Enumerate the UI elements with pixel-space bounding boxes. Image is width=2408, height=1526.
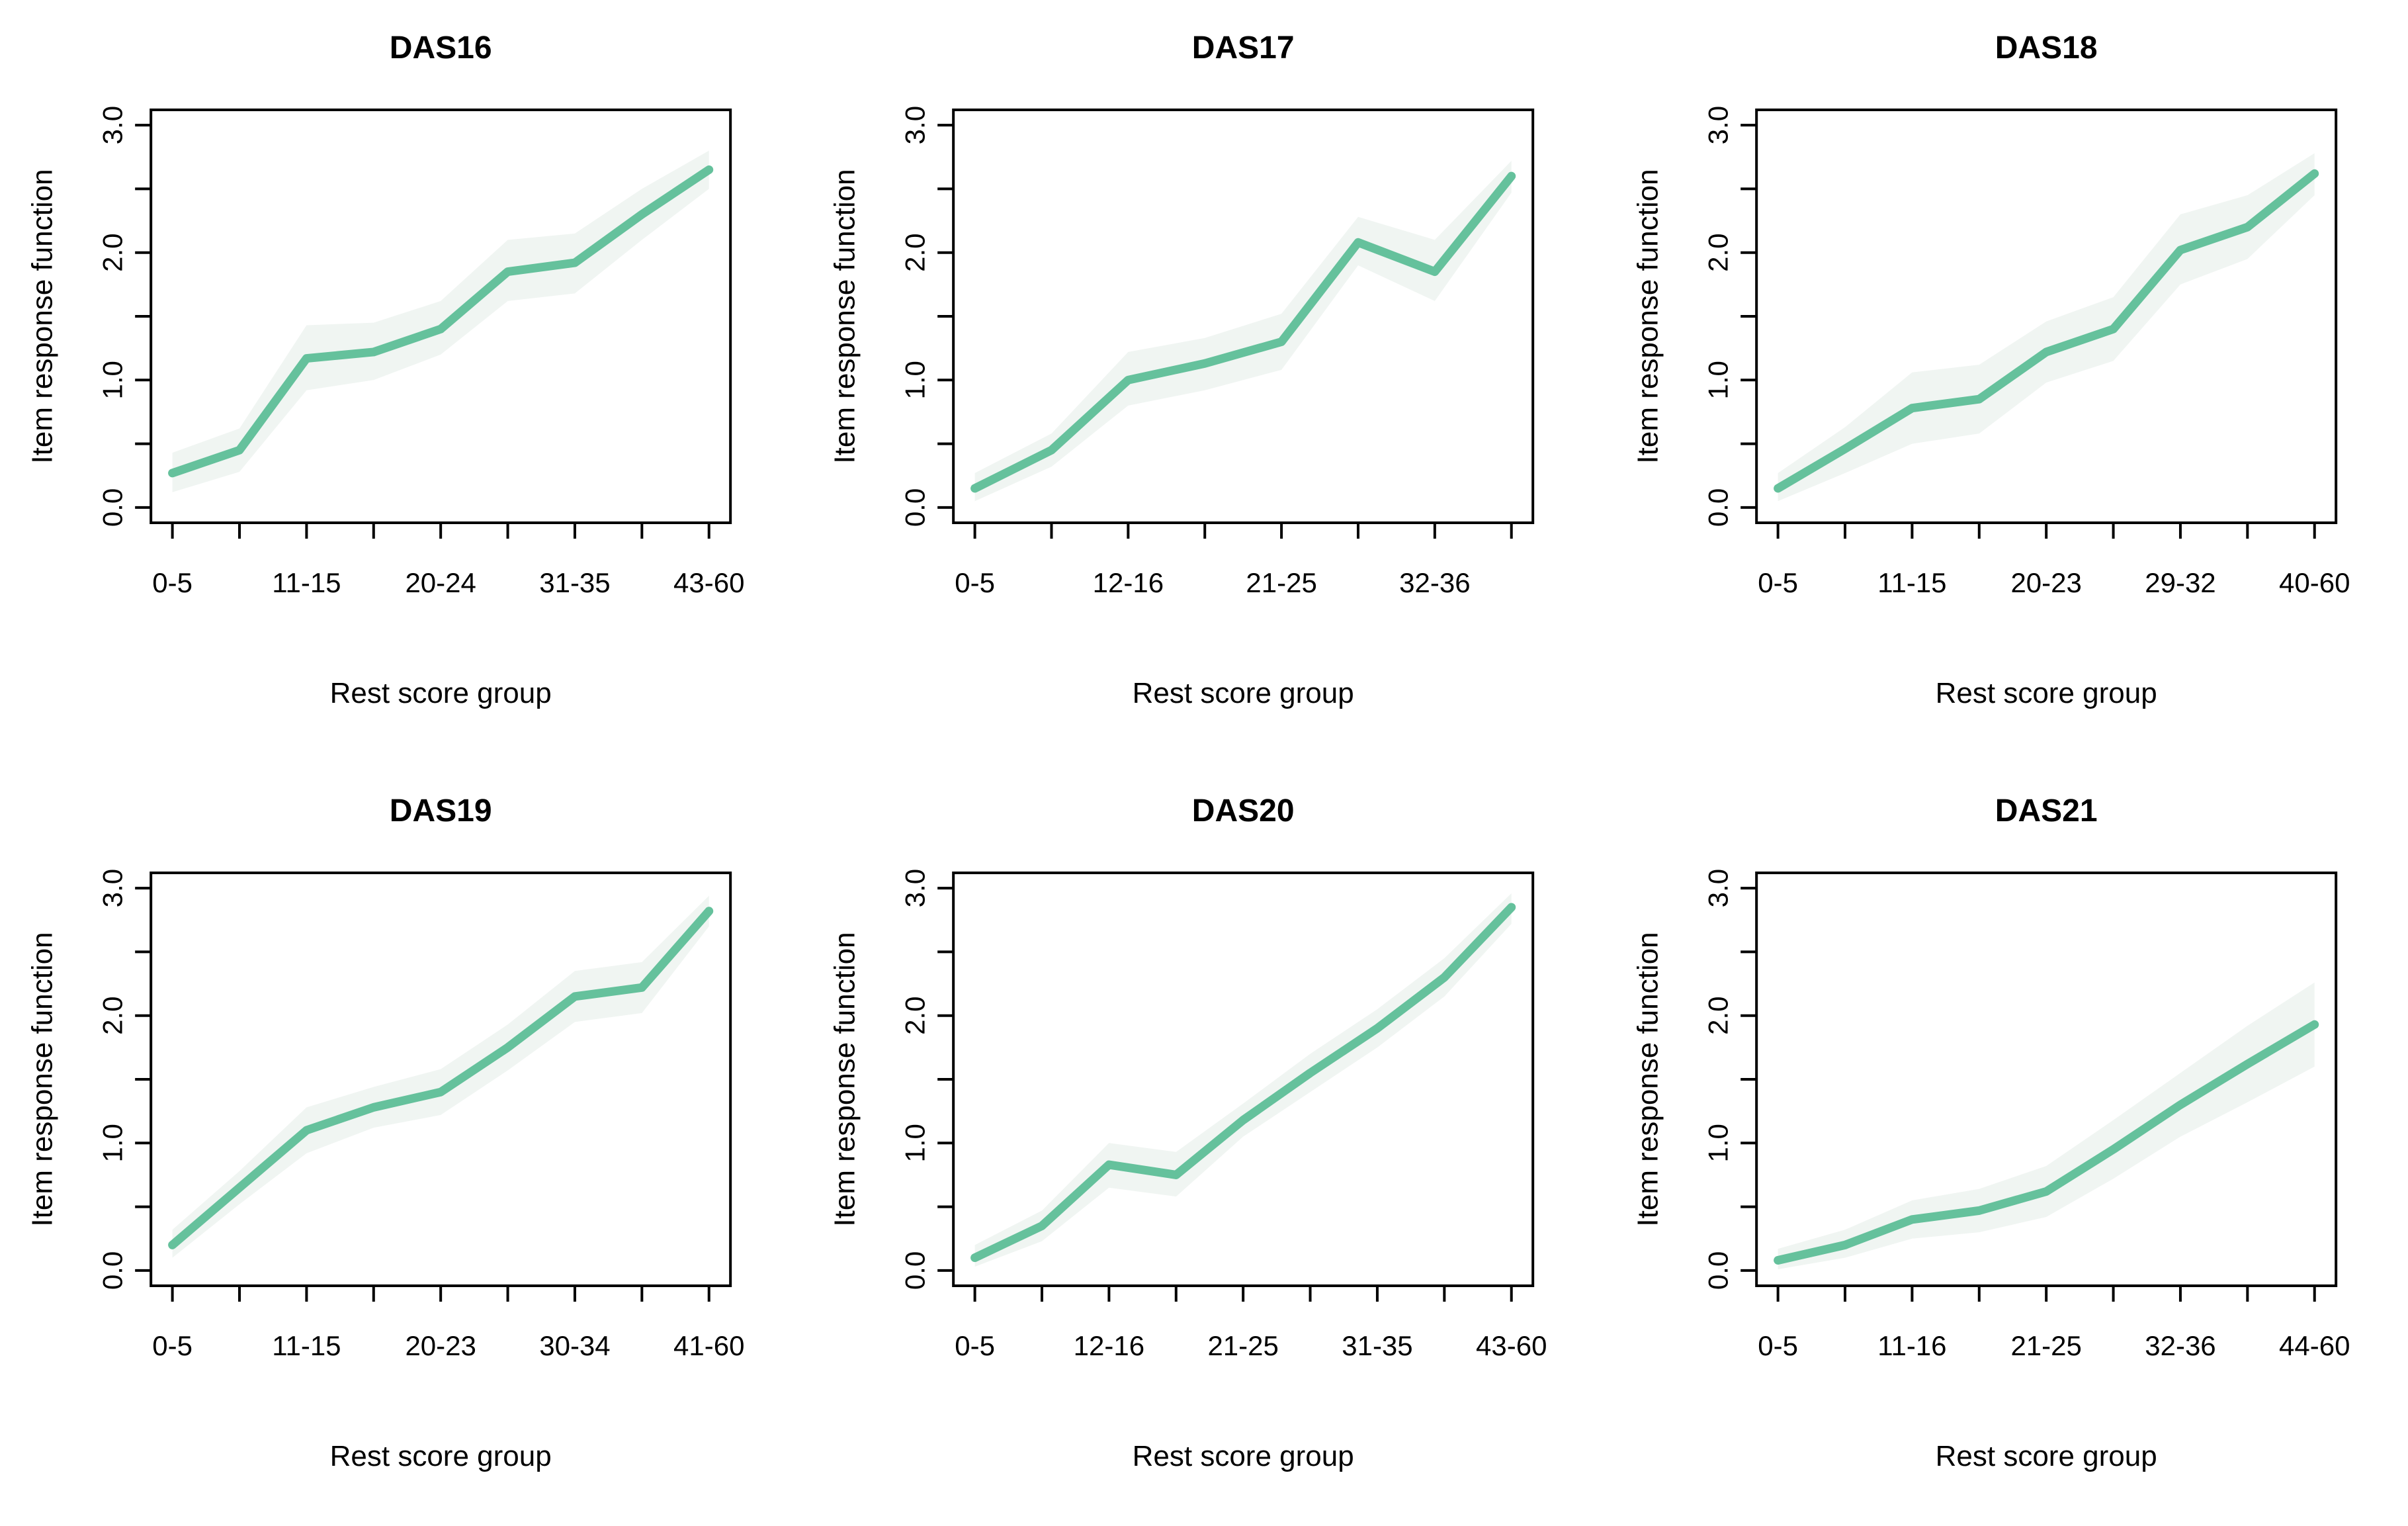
panel-das17: 0.0 1.0 2.0 3.0 0-5 12-16 21-25 32-36 DAS17 Rest … <box>802 0 1605 763</box>
confidence-band <box>974 893 1512 1267</box>
irf-line <box>970 171 1516 493</box>
x-tick-label: 21-25 <box>2010 1330 2081 1361</box>
panel-title: DAS19 <box>390 793 492 829</box>
x-tick-label: 21-25 <box>1208 1330 1279 1361</box>
irf-line <box>970 903 1516 1263</box>
y-tick-label: 3.0 <box>900 869 931 907</box>
y-tick-label: 0.0 <box>1702 488 1733 527</box>
y-tick-label: 2.0 <box>97 997 128 1035</box>
y-tick-label: 1.0 <box>1702 1124 1733 1162</box>
x-tick-label: 0-5 <box>955 1330 996 1361</box>
irf-plot: 0.0 1.0 2.0 3.0 0-5 11-16 21-25 32-36 44-60 DAS21… <box>1631 793 2350 1472</box>
y-axis-label: Item response function <box>1631 169 1664 463</box>
x-tick-label: 20-24 <box>405 567 476 598</box>
y-axis-label: Item response function <box>829 169 861 463</box>
y-axis-label: Item response function <box>1631 932 1664 1226</box>
x-tick-label: 12-16 <box>1074 1330 1144 1361</box>
confidence-band <box>1778 153 2315 502</box>
x-axis-label: Rest score group <box>1133 1440 1354 1472</box>
x-tick-label: 0-5 <box>152 567 193 598</box>
panel-das19: 0.0 1.0 2.0 3.0 0-5 11-15 20-23 30-34 41-60 DAS19… <box>0 763 802 1526</box>
x-tick-label: 41-60 <box>673 1330 744 1361</box>
x-tick-label: 44-60 <box>2279 1330 2350 1361</box>
confidence-band <box>172 895 709 1258</box>
x-tick-label: 0-5 <box>1758 567 1798 598</box>
x-tick-label: 11-16 <box>1877 1330 1946 1361</box>
panel-title: DAS20 <box>1192 793 1295 829</box>
panel-das20: 0.0 1.0 2.0 3.0 0-5 12-16 21-25 31-35 43-60 DAS20… <box>802 763 1605 1526</box>
y-tick-label: 3.0 <box>1702 869 1733 907</box>
panel-title: DAS17 <box>1192 30 1295 66</box>
x-tick-label: 31-35 <box>539 567 610 598</box>
x-tick-label: 0-5 <box>955 567 996 598</box>
y-tick-label: 0.0 <box>900 1251 931 1290</box>
y-tick-label: 1.0 <box>97 361 128 399</box>
y-tick-label: 2.0 <box>97 234 128 272</box>
panel-das18: 0.0 1.0 2.0 3.0 0-5 11-15 20-23 29-32 40-60 DAS18… <box>1606 0 2408 763</box>
irf-plot: 0.0 1.0 2.0 3.0 0-5 11-15 20-23 29-32 40-60 DAS18… <box>1631 30 2350 709</box>
x-axis-label: Rest score group <box>1935 677 2157 709</box>
x-tick-label: 20-23 <box>405 1330 476 1361</box>
y-tick-label: 2.0 <box>1702 234 1733 272</box>
x-tick-label: 0-5 <box>1758 1330 1798 1361</box>
x-tick-label: 31-35 <box>1342 1330 1413 1361</box>
x-tick-label: 21-25 <box>1246 567 1317 598</box>
y-tick-label: 3.0 <box>900 106 931 144</box>
y-tick-label: 0.0 <box>97 1251 128 1290</box>
y-tick-label: 3.0 <box>1702 106 1733 144</box>
y-tick-label: 1.0 <box>900 1124 931 1162</box>
x-tick-label: 32-36 <box>1399 567 1470 598</box>
y-axis-label: Item response function <box>26 169 59 463</box>
y-tick-label: 0.0 <box>1702 1251 1733 1290</box>
y-tick-label: 1.0 <box>1702 361 1733 399</box>
x-tick-label: 43-60 <box>673 567 744 598</box>
y-tick-label: 3.0 <box>97 869 128 907</box>
irf-plot: 0.0 1.0 2.0 3.0 0-5 11-15 20-23 30-34 41-60 DAS19… <box>26 793 745 1472</box>
x-tick-label: 12-16 <box>1093 567 1164 598</box>
x-tick-label: 0-5 <box>152 1330 193 1361</box>
x-axis-label: Rest score group <box>330 1440 552 1472</box>
x-tick-label: 43-60 <box>1476 1330 1547 1361</box>
irf-line <box>1773 1020 2319 1265</box>
x-tick-label: 30-34 <box>539 1330 610 1361</box>
x-tick-label: 11-15 <box>1877 567 1946 598</box>
irf-plot: 0.0 1.0 2.0 3.0 0-5 12-16 21-25 32-36 DAS17 Rest … <box>829 30 1535 709</box>
x-axis-label: Rest score group <box>1133 677 1354 709</box>
panel-title: DAS21 <box>1995 793 2097 829</box>
irf-line <box>168 907 714 1249</box>
y-tick-label: 2.0 <box>900 997 931 1035</box>
x-tick-label: 11-15 <box>272 1330 341 1361</box>
panel-das16: 0.0 1.0 2.0 3.0 0-5 11-15 20-24 31-35 43-60 DAS16… <box>0 0 802 763</box>
x-tick-label: 20-23 <box>2010 567 2081 598</box>
y-tick-label: 0.0 <box>900 488 931 527</box>
confidence-band <box>1778 982 2315 1269</box>
x-tick-label: 11-15 <box>272 567 341 598</box>
irf-line <box>168 165 714 478</box>
y-tick-label: 1.0 <box>900 361 931 399</box>
y-tick-label: 0.0 <box>97 488 128 527</box>
irf-plot: 0.0 1.0 2.0 3.0 0-5 11-15 20-24 31-35 43-60 DAS16… <box>26 30 745 709</box>
irf-line <box>1773 169 2319 493</box>
x-tick-label: 40-60 <box>2279 567 2350 598</box>
x-tick-label: 32-36 <box>2145 1330 2215 1361</box>
y-tick-label: 3.0 <box>97 106 128 144</box>
x-tick-label: 29-32 <box>2145 567 2215 598</box>
x-axis-label: Rest score group <box>330 677 552 709</box>
panel-title: DAS16 <box>390 30 492 66</box>
y-tick-label: 2.0 <box>1702 997 1733 1035</box>
panel-das21: 0.0 1.0 2.0 3.0 0-5 11-16 21-25 32-36 44-60 DAS21… <box>1606 763 2408 1526</box>
y-tick-label: 2.0 <box>900 234 931 272</box>
y-tick-label: 1.0 <box>97 1124 128 1162</box>
x-axis-label: Rest score group <box>1935 1440 2157 1472</box>
confidence-band <box>172 150 709 492</box>
y-axis-label: Item response function <box>829 932 861 1226</box>
panel-title: DAS18 <box>1995 30 2097 66</box>
irf-plot: 0.0 1.0 2.0 3.0 0-5 12-16 21-25 31-35 43-60 DAS20… <box>829 793 1547 1472</box>
y-axis-label: Item response function <box>26 932 59 1226</box>
